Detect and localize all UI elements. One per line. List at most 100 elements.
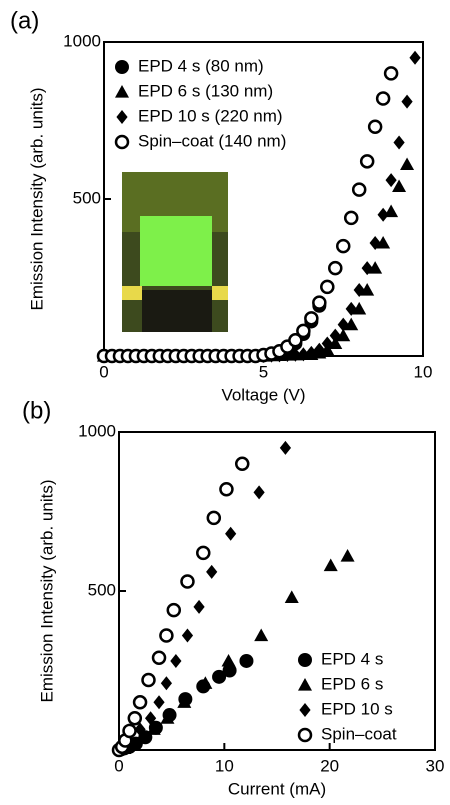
marker: [289, 347, 301, 362]
marker: [312, 295, 327, 310]
marker: [329, 328, 341, 343]
legend-marker: [299, 703, 311, 717]
marker: [145, 711, 157, 726]
marker: [160, 676, 172, 691]
legend-marker: [115, 85, 129, 98]
marker: [323, 558, 338, 572]
marker: [198, 676, 213, 689]
marker: [328, 260, 343, 276]
marker: [166, 602, 182, 618]
legend-label: EPD 6 s (130 nm): [138, 81, 273, 100]
marker: [320, 279, 335, 295]
marker: [297, 347, 309, 362]
marker: [170, 653, 182, 668]
inset-photo: [122, 172, 228, 332]
marker: [288, 333, 303, 348]
marker: [344, 317, 359, 331]
x-tick-label: 5: [259, 362, 268, 381]
marker: [351, 182, 367, 197]
legend-label: Spin–coat: [321, 724, 397, 743]
legend-label: EPD 10 s: [321, 699, 393, 718]
marker: [196, 545, 211, 561]
marker: [369, 235, 381, 250]
x-axis-title: Current (mA): [228, 779, 326, 798]
marker: [409, 50, 421, 65]
y-tick-label: 1000: [63, 31, 101, 50]
legend-marker: [297, 727, 313, 743]
marker: [132, 695, 148, 710]
marker: [392, 179, 407, 193]
legend-label: EPD 6 s: [321, 674, 383, 693]
marker: [127, 710, 143, 726]
x-tick-label: 0: [114, 756, 123, 775]
marker: [177, 695, 192, 708]
panel-label: (a): [10, 7, 39, 34]
legend-marker: [298, 653, 312, 667]
marker: [206, 510, 222, 526]
marker: [151, 650, 167, 666]
x-tick-label: 0: [99, 362, 108, 381]
marker: [383, 66, 399, 81]
legend-label: EPD 4 s: [321, 649, 383, 668]
marker: [400, 157, 415, 171]
marker: [135, 730, 150, 743]
x-tick-label: 10: [414, 362, 433, 381]
marker: [336, 328, 351, 342]
marker: [393, 135, 405, 150]
marker: [234, 456, 250, 472]
marker: [376, 235, 391, 249]
legend-marker: [114, 134, 130, 150]
y-tick-label: 1000: [78, 421, 116, 440]
marker: [367, 119, 383, 135]
marker: [337, 317, 349, 332]
legend-marker: [116, 110, 128, 124]
y-axis-title: Emission Intensity (arb. units): [37, 480, 56, 703]
marker: [343, 210, 359, 226]
marker: [375, 91, 391, 106]
marker: [221, 653, 236, 667]
marker: [385, 173, 397, 188]
marker: [279, 440, 292, 455]
marker: [313, 342, 325, 357]
marker: [336, 238, 351, 254]
marker: [254, 628, 269, 642]
x-axis-title: Voltage (V): [221, 385, 305, 404]
marker: [284, 590, 299, 603]
y-tick-label: 500: [88, 580, 116, 599]
marker: [141, 672, 156, 688]
marker: [340, 549, 355, 562]
marker: [206, 564, 218, 579]
marker: [353, 283, 365, 298]
x-tick-label: 10: [215, 756, 234, 775]
marker: [321, 336, 333, 351]
marker: [219, 481, 234, 497]
marker: [352, 301, 367, 315]
marker: [368, 261, 383, 274]
marker: [296, 323, 311, 339]
legend-label: EPD 4 s (80 nm): [138, 56, 264, 75]
marker: [361, 261, 373, 276]
marker: [222, 663, 237, 678]
legend-label: Spin–coat (140 nm): [138, 131, 286, 150]
marker: [159, 628, 174, 643]
marker: [304, 311, 319, 326]
marker: [401, 94, 413, 109]
marker: [360, 283, 375, 296]
marker: [305, 345, 317, 360]
x-tick-label: 20: [320, 756, 339, 775]
marker: [345, 301, 357, 316]
marker: [193, 599, 205, 614]
marker: [239, 653, 254, 668]
marker: [253, 485, 265, 500]
marker: [122, 723, 137, 739]
y-axis-title: Emission Intensity (arb. units): [27, 88, 46, 311]
marker: [153, 695, 165, 710]
marker: [160, 711, 175, 724]
marker: [212, 669, 227, 684]
marker: [225, 526, 237, 541]
legend-marker: [298, 678, 312, 691]
marker: [328, 336, 343, 350]
marker: [146, 722, 161, 735]
marker: [180, 574, 195, 589]
marker: [134, 722, 146, 737]
